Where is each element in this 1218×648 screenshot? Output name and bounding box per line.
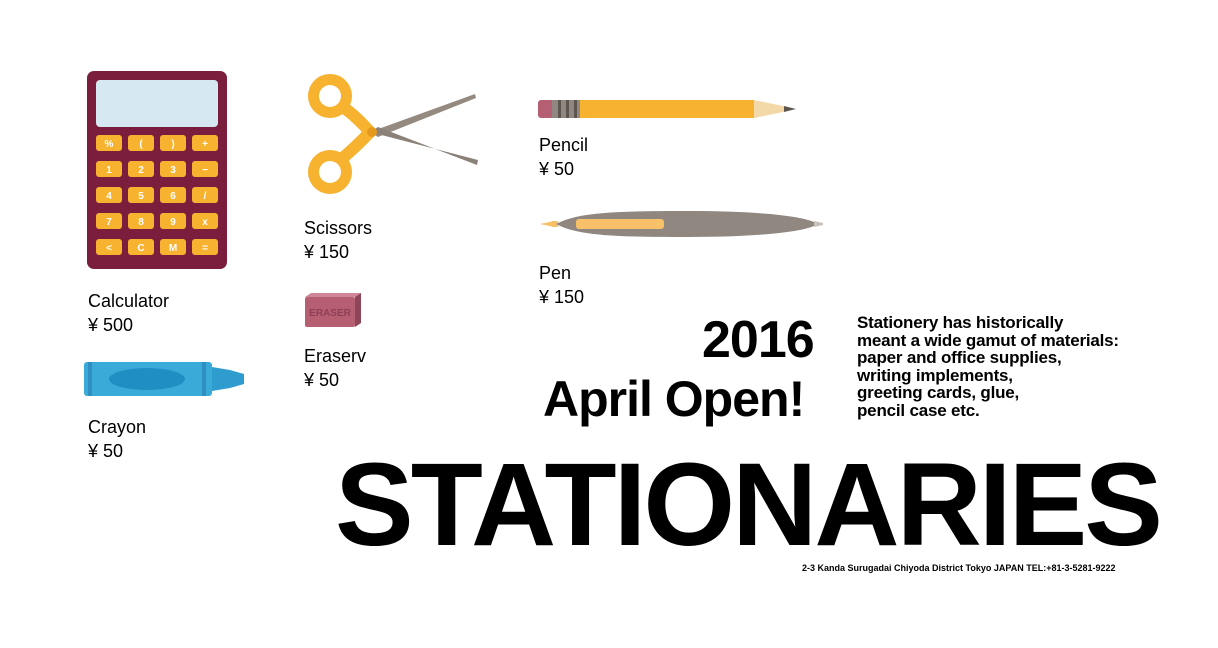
calculator-key-label: 1 xyxy=(106,165,112,176)
calculator-key-label: ) xyxy=(171,139,174,150)
calculator-key-label: = xyxy=(202,243,208,254)
calculator-key xyxy=(96,213,122,229)
crayon-icon xyxy=(84,360,246,398)
calculator-key xyxy=(96,135,122,151)
description-line: greeting cards, glue, xyxy=(857,383,1020,402)
scissors-icon xyxy=(300,70,480,198)
pen-icon xyxy=(538,208,824,240)
calculator-key-label: 4 xyxy=(106,191,112,202)
calculator-key xyxy=(192,239,218,255)
description-line: meant a wide gamut of materials: xyxy=(857,330,1119,350)
scissors-price: ¥ 150 xyxy=(304,242,350,262)
eraser-label: Eraserv xyxy=(304,346,367,366)
calculator-label: Calculator xyxy=(88,291,170,311)
calculator-key-label: 8 xyxy=(138,217,144,228)
calculator-price: ¥ 500 xyxy=(88,315,134,335)
description-line: pencil case etc. xyxy=(857,400,980,420)
calculator-key-label: x xyxy=(202,217,208,228)
calculator-key xyxy=(96,187,122,203)
description-line: writing implements, xyxy=(857,365,1013,385)
calculator-key xyxy=(96,239,122,255)
pencil-price: ¥ 50 xyxy=(539,159,575,179)
opening-year: 2016 xyxy=(702,311,815,369)
crayon-label: Crayon xyxy=(88,417,147,437)
store-title: STATIONARIES xyxy=(335,439,1163,571)
eraser-icon: ERASER xyxy=(303,293,361,329)
calculator-key xyxy=(160,239,186,255)
calculator-key xyxy=(160,161,186,177)
calculator-key xyxy=(160,187,186,203)
calculator-key-label: 3 xyxy=(170,165,176,176)
calculator-key-label: 2 xyxy=(138,165,144,176)
calculator-key xyxy=(160,135,186,151)
calculator-key xyxy=(96,161,122,177)
store-description: Stationery has historically meant a wide… xyxy=(857,314,1119,419)
calculator-key-label: / xyxy=(204,191,207,202)
description-line: Stationery has historically xyxy=(857,313,1064,332)
calculator-icon: % () +1 2 3 − 4 5 6 / 7 8 9 x < C M = xyxy=(87,71,227,269)
calculator-key xyxy=(160,213,186,229)
calculator-key-label: 5 xyxy=(138,191,144,202)
calculator-key-label: M xyxy=(169,243,177,254)
calculator-key-label: − xyxy=(202,165,208,176)
calculator-key-label: 7 xyxy=(106,217,112,228)
crayon-price: ¥ 50 xyxy=(88,441,124,461)
pencil-label: Pencil xyxy=(539,135,589,155)
description-line: paper and office supplies, xyxy=(857,348,1062,367)
calculator-key xyxy=(128,135,154,151)
store-address: 2-3 Kanda Surugadai Chiyoda District Tok… xyxy=(802,563,1116,573)
pencil-icon xyxy=(538,98,798,120)
calculator-key-label: ( xyxy=(139,139,143,150)
calculator-key-label: < xyxy=(106,243,112,254)
opening-announcement: April Open! xyxy=(543,371,805,427)
calculator-key xyxy=(192,161,218,177)
calculator-key-label: % xyxy=(105,139,114,150)
scissors-label: Scissors xyxy=(304,218,373,238)
calculator-key xyxy=(128,239,154,255)
eraser-price: ¥ 50 xyxy=(304,370,340,390)
calculator-key xyxy=(192,213,218,229)
calculator-key-label: 6 xyxy=(170,191,176,202)
calculator-key xyxy=(128,161,154,177)
pen-price: ¥ 150 xyxy=(539,287,585,307)
pen-label: Pen xyxy=(539,263,572,283)
calculator-key xyxy=(192,187,218,203)
calculator-key xyxy=(192,135,218,151)
eraser-print: ERASER xyxy=(309,308,351,319)
calculator-key-label: C xyxy=(137,243,144,254)
calculator-key xyxy=(128,213,154,229)
calculator-key xyxy=(128,187,154,203)
calculator-key-label: + xyxy=(202,139,208,150)
calculator-key-label: 9 xyxy=(170,217,176,228)
